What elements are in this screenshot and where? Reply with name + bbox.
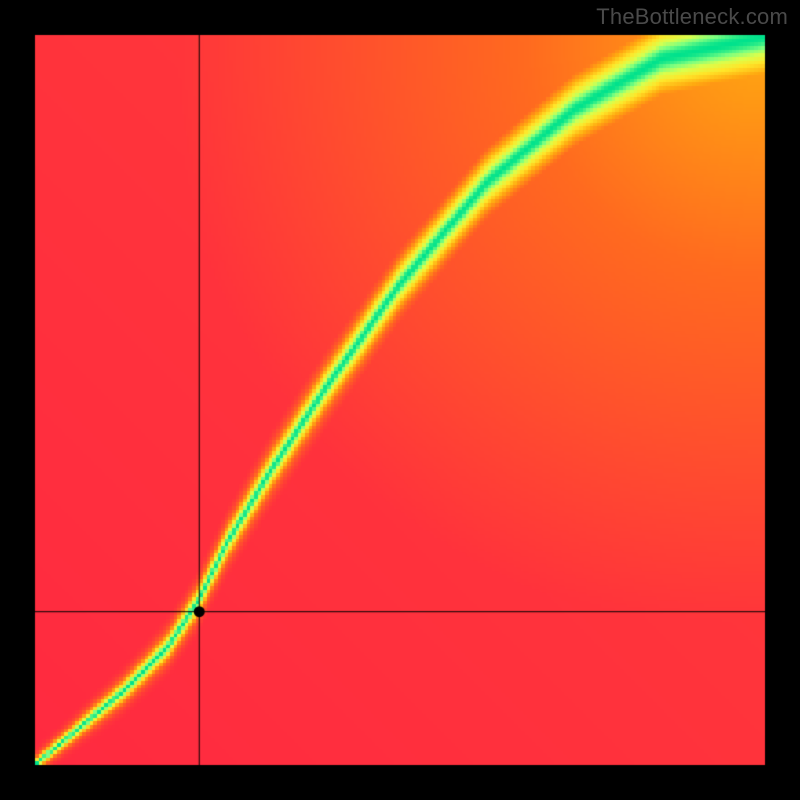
chart-container: { "canvas": { "width": 800, "height": 80… (0, 0, 800, 800)
heatmap-canvas (0, 0, 800, 800)
watermark-text: TheBottleneck.com (596, 4, 788, 30)
